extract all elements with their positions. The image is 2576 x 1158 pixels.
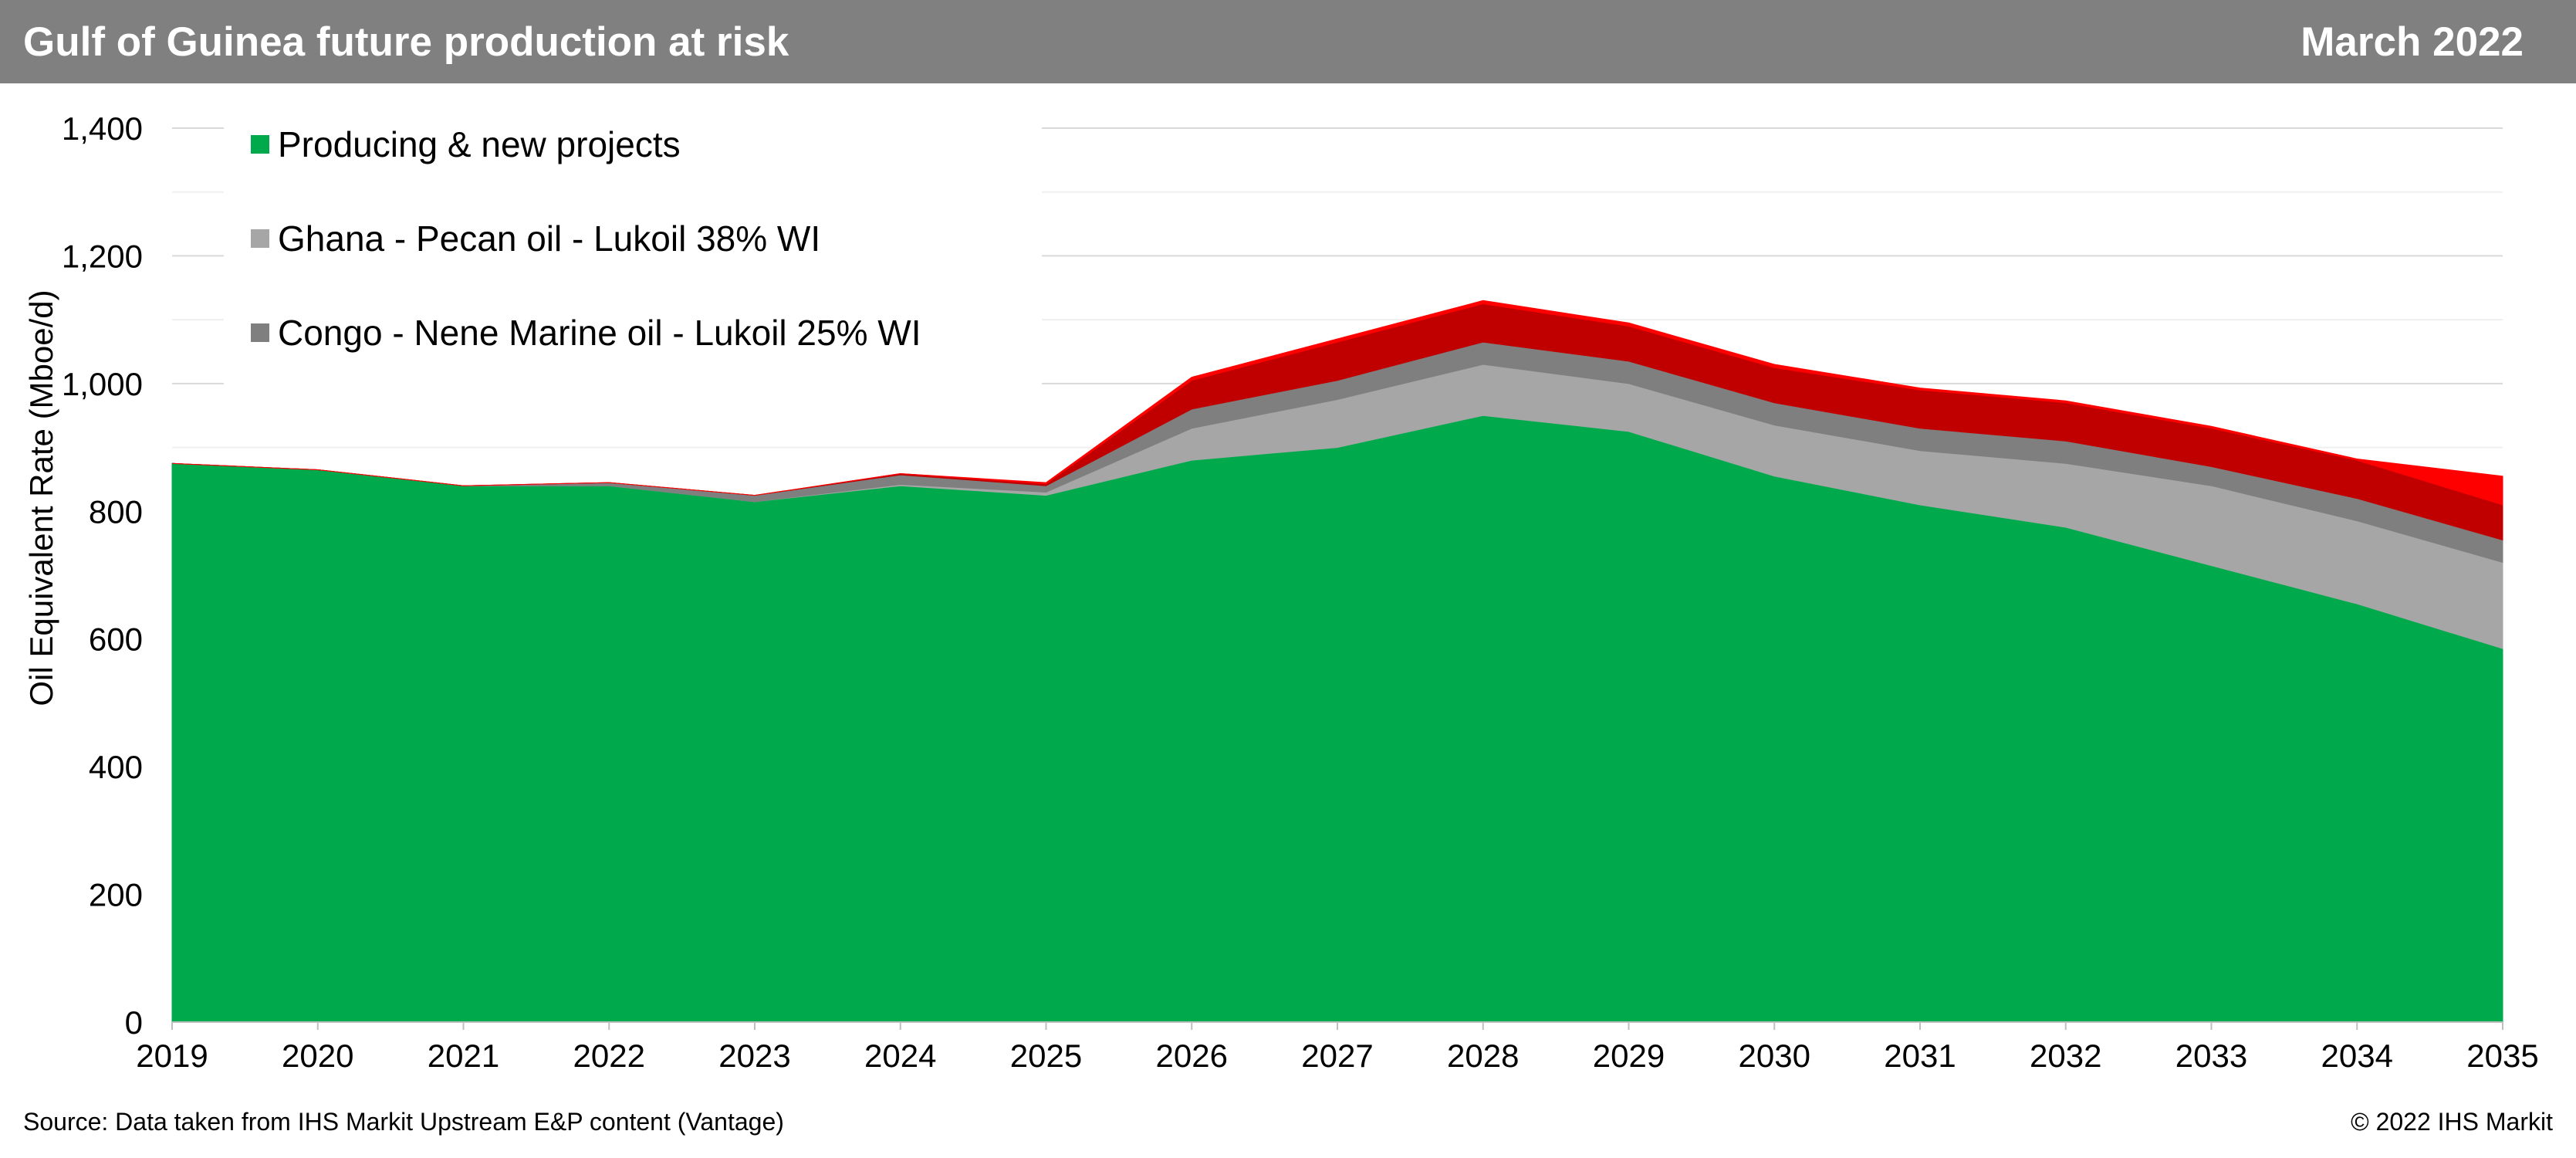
copyright-note: © 2022 IHS Markit — [2351, 1108, 2553, 1136]
x-tick-label: 2025 — [1010, 1038, 1082, 1074]
y-tick-label: 400 — [89, 749, 143, 785]
area-series-5 — [171, 300, 2503, 506]
y-tick-label: 600 — [89, 621, 143, 658]
legend-label: Ghana - Pecan oil - Lukoil 38% WI — [278, 218, 820, 259]
y-tick-label: 1,200 — [62, 238, 143, 274]
legend-swatch — [251, 229, 269, 248]
y-axis: 0 200 400 600 800 1,000 1,200 1,400 — [62, 110, 143, 1041]
chart-header: Gulf of Guinea future production at risk… — [0, 0, 2576, 83]
x-tick-label: 2030 — [1739, 1038, 1810, 1074]
chart-title: Gulf of Guinea future production at risk — [23, 19, 789, 65]
x-tick-label: 2027 — [1301, 1038, 1373, 1074]
legend-swatch — [251, 135, 269, 154]
x-tick-label: 2033 — [2175, 1038, 2247, 1074]
x-tick-label: 2019 — [136, 1038, 208, 1074]
x-tick-label: 2035 — [2466, 1038, 2538, 1074]
x-tick-label: 2023 — [718, 1038, 790, 1074]
x-tick-label: 2024 — [864, 1038, 936, 1074]
x-tick-label: 2021 — [428, 1038, 499, 1074]
legend-box — [224, 114, 1042, 415]
chart-date: March 2022 — [2300, 19, 2524, 65]
y-tick-label: 800 — [89, 493, 143, 530]
x-axis: 2019 2020 2021 2022 2023 2024 2025 2026 2027 2028… — [136, 1021, 2539, 1074]
x-tick-label: 2022 — [573, 1038, 645, 1074]
x-tick-label: 2028 — [1447, 1038, 1519, 1074]
legend-label: Congo - Nene Marine oil - Lukoil 25% WI — [278, 313, 921, 353]
legend-label: Producing & new projects — [278, 124, 681, 164]
area-chart: 0 200 400 600 800 1,000 1,200 1,400 2019 2020 202… — [23, 110, 2539, 1074]
x-tick-label: 2032 — [2030, 1038, 2101, 1074]
x-tick-label: 2026 — [1156, 1038, 1228, 1074]
y-tick-label: 200 — [89, 877, 143, 913]
y-tick-label: 1,400 — [62, 110, 143, 147]
y-tick-label: 1,000 — [62, 366, 143, 402]
source-note: Source: Data taken from IHS Markit Upstr… — [23, 1108, 784, 1136]
legend: Producing & new projects Ghana - Pecan oi… — [224, 114, 1042, 415]
y-tick-label: 0 — [125, 1004, 143, 1041]
legend-swatch — [251, 323, 269, 342]
x-tick-label: 2020 — [282, 1038, 353, 1074]
x-tick-label: 2034 — [2321, 1038, 2393, 1074]
stacked-areas — [171, 300, 2503, 1023]
y-axis-label: Oil Equivalent Rate (Mboe/d) — [23, 290, 59, 706]
x-tick-label: 2031 — [1884, 1038, 1956, 1074]
x-tick-label: 2029 — [1593, 1038, 1665, 1074]
